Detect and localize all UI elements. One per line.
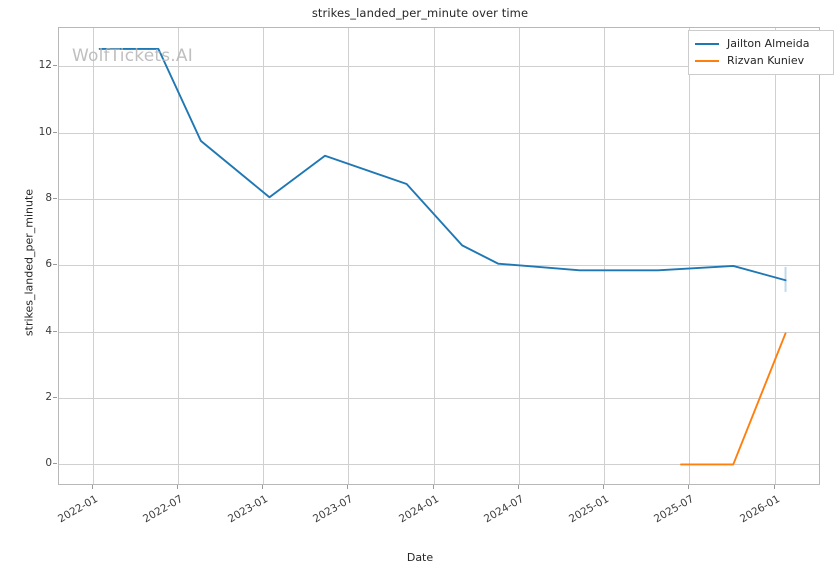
- x-tick-mark: [773, 485, 775, 489]
- x-tick-mark: [432, 485, 434, 489]
- gridline-horizontal: [59, 331, 819, 333]
- legend: Jailton Almeida Rizvan Kuniev: [688, 30, 834, 75]
- y-tick-label: 0: [45, 457, 52, 470]
- legend-swatch-1: [695, 59, 719, 62]
- x-tick-mark: [92, 485, 94, 489]
- x-tick-mark: [687, 485, 689, 489]
- y-tick-mark: [53, 463, 57, 465]
- x-axis-label: Date: [406, 551, 434, 564]
- gridline-horizontal: [59, 265, 819, 267]
- legend-label-0: Jailton Almeida: [727, 37, 810, 50]
- gridline-vertical: [604, 28, 606, 484]
- x-tick-label: 2022-07: [140, 493, 185, 526]
- y-axis-label: strikes_landed_per_minute: [22, 188, 36, 337]
- y-tick-mark: [53, 264, 57, 266]
- x-tick-mark: [346, 485, 348, 489]
- legend-swatch-0: [695, 42, 719, 45]
- x-tick-label: 2024-07: [481, 493, 526, 526]
- gridline-vertical: [774, 28, 776, 484]
- gridline-horizontal: [59, 464, 819, 466]
- gridline-vertical: [263, 28, 265, 484]
- x-tick-label: 2025-07: [651, 493, 696, 526]
- legend-item-1[interactable]: Rizvan Kuniev: [695, 52, 827, 69]
- legend-item-0[interactable]: Jailton Almeida: [695, 35, 827, 52]
- series-lines: [98, 47, 787, 466]
- x-tick-mark: [603, 485, 605, 489]
- series-line-1: [680, 332, 787, 466]
- y-tick-mark: [53, 197, 57, 199]
- gridline-horizontal: [59, 66, 819, 68]
- legend-label-1: Rizvan Kuniev: [727, 54, 805, 67]
- chart-title: strikes_landed_per_minute over time: [311, 6, 529, 20]
- gridline-vertical: [347, 28, 349, 484]
- y-tick-mark: [53, 330, 57, 332]
- gridline-horizontal: [59, 132, 819, 134]
- x-tick-label: 2026-01: [737, 493, 782, 526]
- y-tick-mark: [53, 65, 57, 67]
- x-tick-label: 2025-01: [567, 493, 612, 526]
- gridline-vertical: [518, 28, 520, 484]
- y-tick-label: 6: [45, 258, 52, 271]
- y-tick-mark: [53, 397, 57, 399]
- gridline-vertical: [177, 28, 179, 484]
- x-tick-mark: [176, 485, 178, 489]
- series-line-0: [98, 47, 787, 282]
- gridline-vertical: [433, 28, 435, 484]
- y-tick-label: 8: [45, 191, 52, 204]
- x-tick-label: 2024-01: [396, 493, 441, 526]
- x-tick-label: 2022-01: [56, 493, 101, 526]
- x-tick-mark: [262, 485, 264, 489]
- y-tick-mark: [53, 131, 57, 133]
- y-tick-label: 4: [45, 324, 52, 337]
- x-tick-label: 2023-01: [226, 493, 271, 526]
- gridline-horizontal: [59, 198, 819, 200]
- y-tick-label: 2: [45, 391, 52, 404]
- y-tick-label: 10: [38, 125, 52, 138]
- x-tick-mark: [517, 485, 519, 489]
- y-axis-ticks: 0 2 4 6 8 10 12: [0, 0, 52, 575]
- gridline-horizontal: [59, 398, 819, 400]
- gridline-vertical: [93, 28, 95, 484]
- plot-area: [58, 27, 820, 485]
- gridline-vertical: [688, 28, 690, 484]
- y-tick-label: 12: [38, 59, 52, 72]
- x-tick-label: 2023-07: [310, 493, 355, 526]
